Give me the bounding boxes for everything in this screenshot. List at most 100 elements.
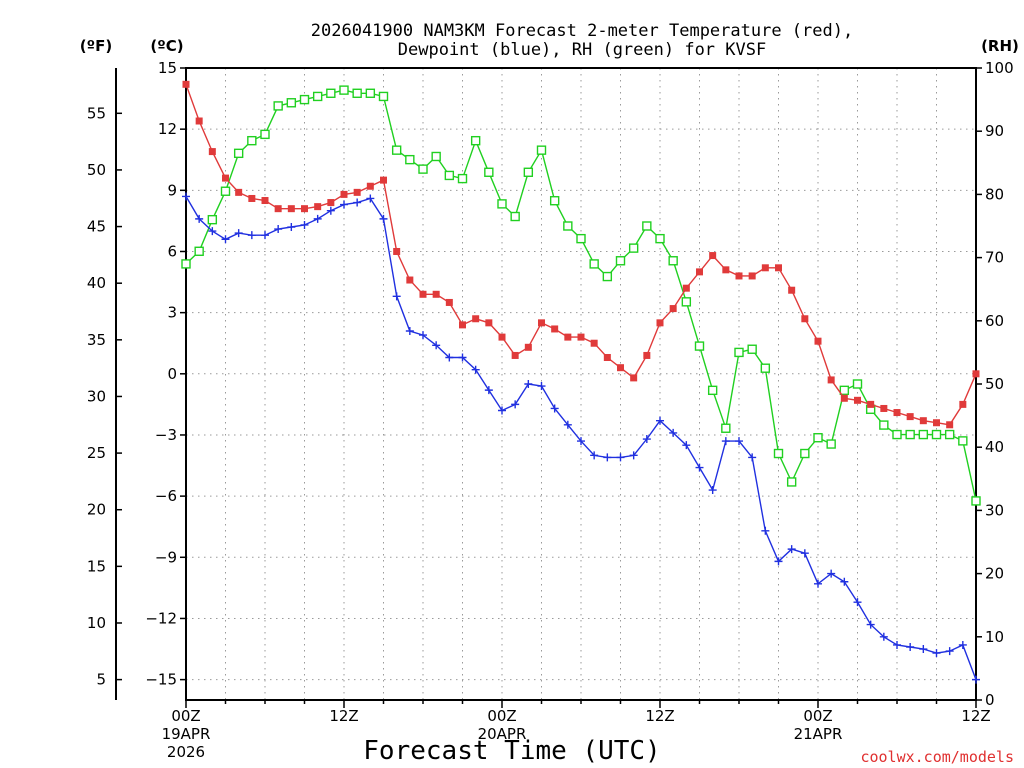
rh-point xyxy=(826,439,836,449)
temperature-point xyxy=(445,298,453,306)
temperature-point xyxy=(748,272,756,280)
dewpoint-point xyxy=(629,451,638,460)
rh-tick-label: 70 xyxy=(985,249,1004,267)
dewpoint-point xyxy=(340,200,348,209)
temperature-point xyxy=(801,315,809,323)
dewpoint-point xyxy=(879,632,888,641)
temperature-point xyxy=(827,376,835,384)
dewpoint-point xyxy=(379,214,388,223)
rh-point xyxy=(444,170,455,181)
temperature-point xyxy=(656,319,664,327)
temperature-point xyxy=(459,321,466,329)
rh-tick-label: 20 xyxy=(985,565,1004,583)
rh-point xyxy=(207,214,218,225)
temperature-point xyxy=(959,400,967,408)
rh-point xyxy=(549,196,560,206)
rh-point xyxy=(391,145,402,155)
dewpoint-point xyxy=(458,353,467,362)
dewpoint-series xyxy=(182,192,980,684)
rh-point xyxy=(484,167,494,177)
rh-point xyxy=(944,429,955,440)
rh-point xyxy=(905,429,915,440)
temperature-point xyxy=(933,419,940,427)
rh-tick-label: 30 xyxy=(985,501,1004,519)
dewpoint-point xyxy=(577,437,585,446)
rh-point xyxy=(655,233,665,244)
rh-point xyxy=(194,246,204,256)
rh-tick-label: 0 xyxy=(985,691,995,709)
dewpoint-point xyxy=(484,386,493,395)
rh-point xyxy=(852,379,863,389)
celsius-tick-label: 0 xyxy=(167,365,177,383)
temperature-point xyxy=(419,290,427,298)
dewpoint-point xyxy=(300,220,309,229)
temperature-point xyxy=(274,205,282,213)
dewpoint-point xyxy=(366,194,375,203)
dewpoint-point xyxy=(405,326,414,335)
time-tick-date: 21APR xyxy=(794,725,843,743)
rh-point xyxy=(378,91,389,102)
dewpoint-point xyxy=(234,229,243,238)
rh-point xyxy=(839,385,850,396)
temperature-point xyxy=(485,319,493,327)
rh-unit-label: (RH) xyxy=(981,37,1019,55)
temperature-point xyxy=(472,315,480,323)
temperature-point xyxy=(261,197,269,205)
rh-point xyxy=(247,135,257,146)
temperature-point xyxy=(393,247,401,255)
temperature-point xyxy=(972,370,980,378)
rh-point xyxy=(668,256,678,266)
celsius-axis: 15 12 9 6 3 0 −3 −6 −9 −12 −15 xyxy=(145,59,186,689)
dewpoint-point xyxy=(735,437,743,446)
dewpoint-point xyxy=(840,577,849,586)
time-tick-label: 00Z xyxy=(803,707,832,725)
time-tick-label: 12Z xyxy=(329,707,358,725)
dewpoint-point xyxy=(669,428,678,437)
rh-point xyxy=(260,129,270,140)
temperature-point xyxy=(551,325,559,333)
rh-point xyxy=(181,259,191,269)
dewpoint-point xyxy=(590,451,599,460)
dewpoint-point xyxy=(616,453,625,462)
temperature-point xyxy=(577,333,585,341)
temperature-point xyxy=(314,203,322,211)
source-credit: coolwx.com/models xyxy=(860,748,1014,766)
dewpoint-point xyxy=(432,341,441,350)
rh-point xyxy=(233,148,244,159)
rh-point xyxy=(365,88,376,98)
fahrenheit-tick-label: 35 xyxy=(87,331,106,349)
temperature-point xyxy=(814,337,822,345)
dewpoint-point xyxy=(313,214,322,223)
fahrenheit-axis: 5 10 15 20 25 30 35 40 45 50 55 xyxy=(87,104,122,689)
rh-point xyxy=(694,341,705,351)
chart-title-line2: Dewpoint (blue), RH (green) for KVSF xyxy=(398,40,766,60)
temperature-point xyxy=(301,205,308,213)
rh-point xyxy=(457,173,468,184)
rh-tick-label: 10 xyxy=(985,628,1004,646)
dewpoint-point xyxy=(972,675,980,684)
dewpoint-point xyxy=(774,557,783,566)
temperature-point xyxy=(867,400,875,408)
rh-point xyxy=(931,429,942,440)
rh-point xyxy=(523,167,534,177)
temperature-point xyxy=(919,417,927,425)
rh-point xyxy=(971,496,981,506)
chart-title-line1: 2026041900 NAM3KM Forecast 2-meter Tempe… xyxy=(311,21,853,41)
fahrenheit-tick-label: 25 xyxy=(87,444,106,462)
rh-point xyxy=(747,344,757,354)
dewpoint-point xyxy=(326,206,335,215)
dewpoint-point xyxy=(945,647,954,656)
temperature-point xyxy=(669,305,677,313)
rh-point xyxy=(892,429,902,440)
dewpoint-point xyxy=(800,549,809,558)
celsius-tick-label: 9 xyxy=(167,181,177,199)
dewpoint-point xyxy=(866,620,875,629)
temperature-point xyxy=(353,188,361,196)
dewpoint-point xyxy=(958,640,967,649)
temperature-point xyxy=(709,252,717,260)
dewpoint-point xyxy=(656,416,664,425)
rh-point xyxy=(879,420,889,430)
rh-tick-label: 50 xyxy=(985,375,1004,393)
dewpoint-point xyxy=(182,192,190,201)
